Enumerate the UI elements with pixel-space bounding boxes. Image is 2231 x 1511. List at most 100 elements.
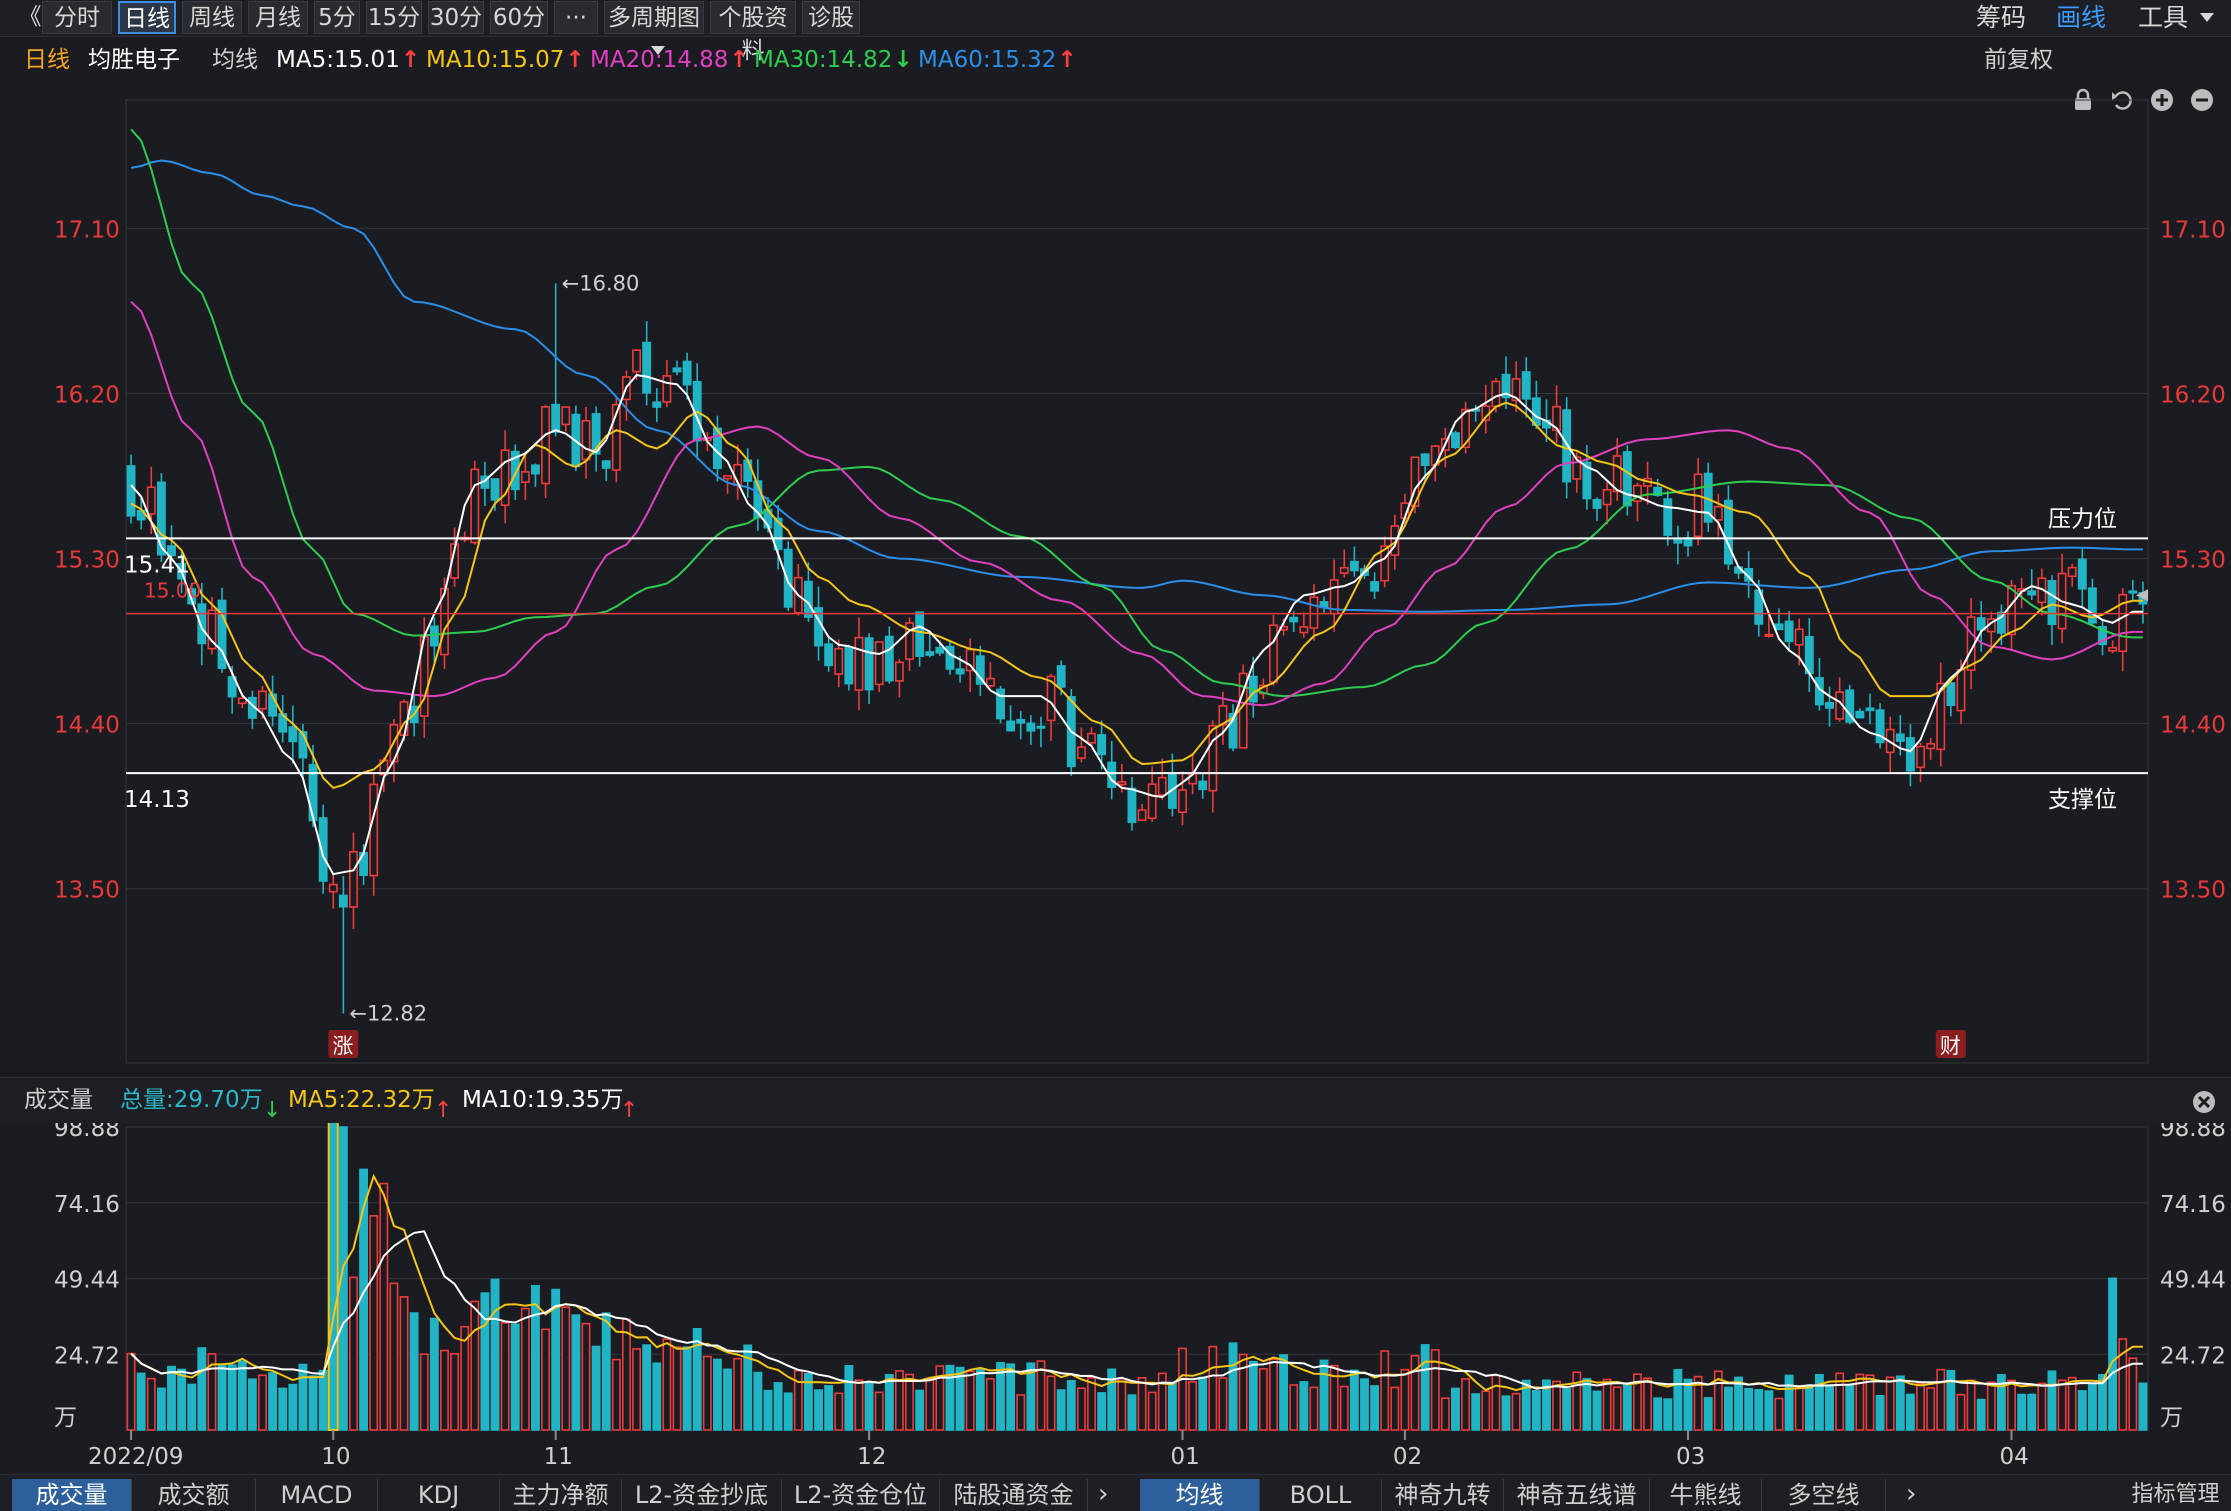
ma-label[interactable]: 均线 (212, 47, 258, 73)
current-price-value: 15.00 (144, 579, 201, 603)
volume-bar (2037, 1382, 2047, 1431)
candle-body (510, 450, 520, 491)
candle-body (1612, 455, 1622, 493)
indicator-manage-button[interactable]: 指标管理 (2131, 1482, 2220, 1507)
volume-bar (1582, 1378, 1592, 1431)
candle-body (1996, 611, 2006, 634)
indicator-tab-2[interactable]: MACD (256, 1479, 378, 1511)
candle-body (1794, 628, 1804, 646)
indicator-tab-6[interactable]: L2-资金仓位 (782, 1479, 940, 1511)
candle-body (1764, 633, 1774, 637)
overlay-tab-3[interactable]: 神奇五线谱 (1504, 1479, 1650, 1511)
candle-body (1531, 397, 1541, 426)
candle-body (197, 603, 207, 645)
close-icon[interactable] (2192, 1090, 2216, 1114)
candle-body (632, 349, 641, 373)
indicator-tab-5[interactable]: L2-资金抄底 (622, 1479, 782, 1511)
indicator-tab-7[interactable]: 陆股通资金 (940, 1479, 1088, 1511)
period-tab-9[interactable]: 多周期图 (604, 1, 704, 55)
volume-bar (723, 1368, 732, 1431)
volume-bar (520, 1307, 530, 1431)
volume-bar (369, 1215, 379, 1431)
volume-tick-left: 74.16 (54, 1192, 120, 1218)
candle-body (1380, 545, 1390, 582)
zoom-out-icon[interactable] (2190, 88, 2214, 112)
arrow-up-icon: ↑ (620, 1098, 639, 1123)
volume-bar (1996, 1374, 2006, 1431)
candle-body (541, 406, 551, 485)
candle-body (1056, 665, 1066, 688)
volume-bar (167, 1365, 176, 1431)
indicator-tab-3[interactable]: KDJ (378, 1479, 500, 1511)
period-tab-5[interactable]: 15分 (366, 1, 422, 34)
period-tab-0[interactable]: 分时 (42, 1, 112, 34)
candle-body (601, 460, 611, 469)
volume-bar (783, 1392, 793, 1431)
volume-bar (328, 1123, 338, 1431)
volume-bar (1491, 1374, 1501, 1431)
chip-button[interactable]: 筹码 (1976, 3, 2027, 32)
kline-chart[interactable]: 17.10 17.10 16.20 16.20 15.30 15.30 14.40 14.40… (0, 80, 2231, 1070)
indicator-tab-4[interactable]: 主力净额 (500, 1479, 622, 1511)
volume-title[interactable]: 成交量 (24, 1087, 93, 1113)
period-tab-6[interactable]: 30分 (428, 1, 484, 34)
indicator-tab-1[interactable]: 成交额 (132, 1479, 256, 1511)
volume-grid: 98.88 98.88 74.16 74.16 49.44 49.44 24.72 24.72… (54, 1123, 2226, 1431)
volume-ma10: MA10:19.35万 (462, 1087, 624, 1113)
overlay-tab-2[interactable]: 神奇九转 (1382, 1479, 1504, 1511)
tools-button[interactable]: 工具 (2138, 3, 2189, 32)
period-tab-1[interactable]: 日线 (118, 1, 176, 34)
overlay-tab-4[interactable]: 牛熊线 (1650, 1479, 1762, 1511)
zoom-in-icon[interactable] (2150, 88, 2174, 112)
volume-bar (1117, 1377, 1127, 1431)
volume-chart[interactable]: 98.88 98.88 74.16 74.16 49.44 49.44 24.72 24.72… (0, 1123, 2231, 1474)
period-tab-3[interactable]: 月线 (248, 1, 308, 34)
adjust-button[interactable]: 前复权 (1984, 47, 2053, 73)
finance-event-badge[interactable] (1935, 1030, 1966, 1058)
volume-bar (996, 1361, 1005, 1431)
candle-body (1622, 451, 1632, 507)
candle-body (1046, 675, 1056, 722)
candle-body (854, 636, 864, 691)
period-tab-8[interactable]: ··· (554, 1, 598, 34)
candle-body (369, 783, 379, 877)
lock-icon[interactable] (2072, 88, 2094, 112)
chevron-right-icon[interactable]: › (1906, 1479, 1917, 1509)
period-tab-10[interactable]: 个股资料 (710, 1, 796, 64)
indicator-tab-0[interactable]: 成交量 (12, 1479, 132, 1511)
period-tab-2[interactable]: 周线 (182, 1, 242, 34)
candle-body (2007, 585, 2016, 636)
overlay-tab-1[interactable]: BOLL (1260, 1479, 1382, 1511)
high-marker: ←16.80 (562, 271, 640, 295)
volume-bar (440, 1349, 449, 1431)
volume-bar (1966, 1379, 1976, 1431)
period-tab-4[interactable]: 5分 (314, 1, 360, 34)
overlay-tab-5[interactable]: 多空线 (1762, 1479, 1886, 1511)
volume-bar (278, 1387, 288, 1431)
chevron-right-icon[interactable]: › (1098, 1479, 1109, 1509)
period-tab-11[interactable]: 诊股 (802, 1, 860, 34)
volume-bar (551, 1288, 561, 1431)
overlay-tab-0[interactable]: 均线 (1140, 1479, 1260, 1511)
draw-line-button[interactable]: 画线 (2056, 3, 2107, 32)
rise-event-badge[interactable] (328, 1030, 359, 1058)
volume-bar (692, 1328, 702, 1431)
volume-bar (1420, 1344, 1430, 1431)
volume-bar (429, 1317, 439, 1431)
back-button[interactable]: 《 (18, 4, 42, 30)
candle-body (1501, 373, 1511, 399)
volume-bar (642, 1344, 652, 1431)
candle-body (1349, 560, 1359, 572)
volume-bar (1258, 1368, 1268, 1431)
stock-name[interactable]: 均胜电子 (88, 47, 180, 73)
candle-body (207, 609, 217, 650)
candle-body (2118, 593, 2128, 653)
period-tab-7[interactable]: 60分 (490, 1, 548, 34)
candle-body (1076, 746, 1086, 759)
indicator-tabs: 成交量 成交额 MACD KDJ 主力净额 L2-资金抄底 L2-资金仓位 陆股通资金 › 均… (0, 1474, 2231, 1511)
candle-body (1390, 525, 1400, 556)
volume-ma-lines (130, 1173, 2143, 1392)
candle-body (1865, 707, 1875, 712)
volume-bar (1269, 1358, 1278, 1431)
candle-body (844, 646, 854, 685)
